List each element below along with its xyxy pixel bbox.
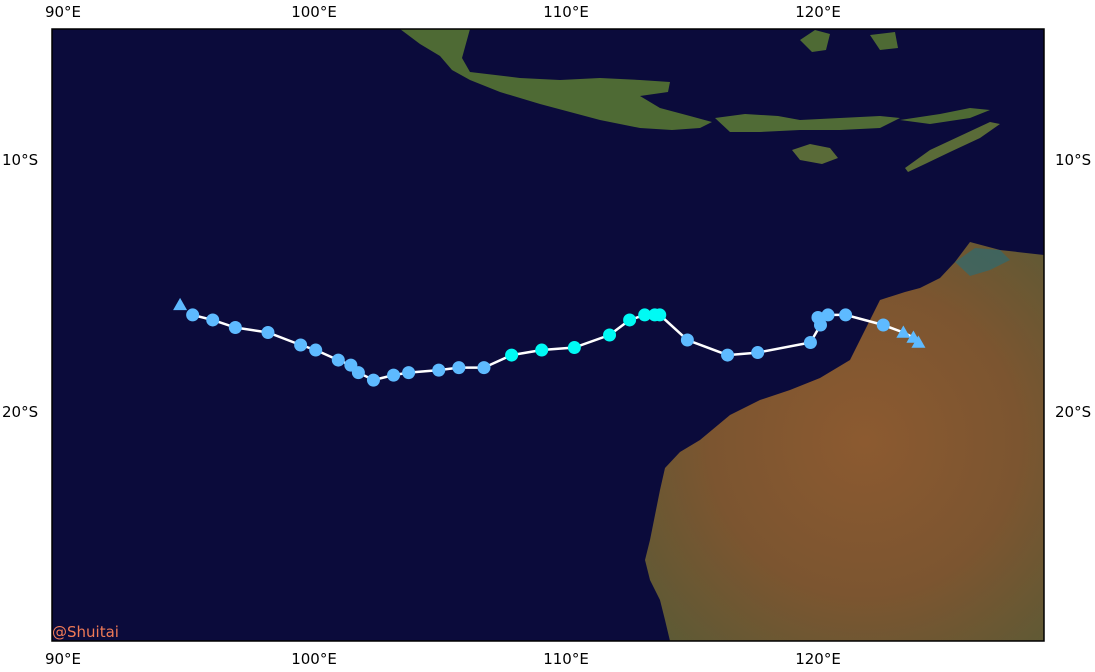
top-tick-120E: 120°E [795, 3, 841, 21]
track-point-28 [811, 310, 825, 324]
track-point-9 [366, 373, 380, 387]
track-point-14 [477, 361, 491, 375]
track-point-12 [432, 363, 446, 377]
island-timor [905, 122, 1000, 172]
track-start-point-0 [173, 297, 188, 311]
track-point-0 [186, 308, 200, 322]
track-point-6 [331, 353, 345, 367]
track-point-20 [638, 308, 652, 322]
island-bali-lombok [715, 114, 900, 132]
bottom-tick-90E: 90°E [44, 650, 82, 668]
track-point-10 [387, 368, 401, 382]
map-frame [51, 28, 1045, 642]
track-point-22 [653, 308, 667, 322]
track-point-3 [261, 325, 275, 339]
island-sumba [792, 144, 838, 164]
track-point-25 [751, 346, 765, 360]
track-point-18 [603, 328, 617, 342]
track-point-5 [309, 343, 323, 357]
track-point-23 [680, 333, 694, 347]
shallow-water-kimberley [955, 248, 1010, 276]
right-tick-10S: 10°S [1055, 151, 1092, 169]
left-tick-20S: 20°S [2, 403, 39, 421]
storm-track [173, 297, 926, 387]
bottom-tick-120E: 120°E [795, 650, 841, 668]
track-point-31 [876, 318, 890, 332]
top-tick-100E: 100°E [291, 3, 337, 21]
bottom-tick-100E: 100°E [291, 650, 337, 668]
landmass-java [400, 29, 712, 130]
track-point-32 [896, 325, 911, 338]
landmass-australia [645, 242, 1044, 641]
track-point-24 [721, 348, 735, 362]
track-point-15 [505, 348, 519, 362]
bottom-tick-110E: 110°E [543, 650, 589, 668]
track-point-4 [294, 338, 308, 352]
track-point-30 [839, 308, 853, 322]
track-point-17 [567, 341, 581, 355]
island-flores [900, 108, 990, 124]
top-tick-90E: 90°E [44, 3, 82, 21]
right-tick-20S: 20°S [1055, 403, 1092, 421]
left-tick-10S: 10°S [2, 151, 39, 169]
watermark: @Shuitai [52, 623, 119, 641]
track-point-11 [402, 366, 416, 380]
track-point-19 [623, 313, 637, 327]
track-point-2 [228, 320, 242, 334]
track-point-29 [821, 308, 835, 322]
track-point-26 [803, 336, 817, 350]
track-point-8 [351, 366, 365, 380]
track-point-13 [452, 361, 466, 375]
island-small-north [870, 32, 898, 50]
track-point-16 [535, 343, 549, 357]
island-sulawesi [800, 30, 830, 52]
track-point-34 [911, 335, 926, 348]
track-point-1 [206, 313, 220, 327]
top-tick-110E: 110°E [543, 3, 589, 21]
